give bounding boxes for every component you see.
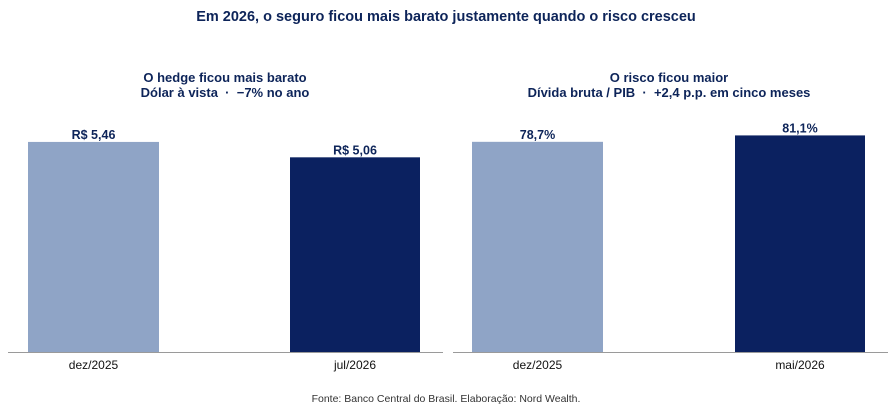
panel-hedge-value-label-1: R$ 5,46 <box>72 128 116 142</box>
panel-risco-value-label-1: 78,7% <box>520 128 555 142</box>
panel-risco-bar-1 <box>472 141 603 352</box>
panel-hedge-bar-1 <box>28 141 159 352</box>
panel-risco-bar-2 <box>735 135 865 352</box>
panel-risco-tick-label-1: dez/2025 <box>513 358 563 372</box>
panel-hedge-subtitle: Dólar à vista · −7% no ano <box>141 85 310 100</box>
main-title: Em 2026, o seguro ficou mais barato just… <box>196 9 696 25</box>
panel-hedge-value-label-2: R$ 5,06 <box>333 143 377 157</box>
panel-risco-value-label-2: 81,1% <box>782 121 817 135</box>
panel-hedge-title: O hedge ficou mais barato <box>143 70 306 85</box>
panel-risco-title: O risco ficou maior <box>610 70 728 85</box>
panel-hedge-tick-label-2: jul/2026 <box>333 358 376 372</box>
panel-hedge-bar-2 <box>290 157 420 352</box>
panel-hedge-ticks: dez/2025 jul/2026 <box>69 358 377 372</box>
panel-risco-subtitle: Dívida bruta / PIB · +2,4 p.p. em cinco … <box>528 85 811 100</box>
panel-risco-bars: 78,7% 81,1% <box>472 121 865 352</box>
panel-risco-ticks: dez/2025 mai/2026 <box>513 358 825 372</box>
panel-hedge-bars: R$ 5,46 R$ 5,06 <box>28 128 420 352</box>
panel-hedge-tick-label-1: dez/2025 <box>69 358 119 372</box>
panel-hedge: O hedge ficou mais barato Dólar à vista … <box>8 70 443 372</box>
panel-risco: O risco ficou maior Dívida bruta / PIB ·… <box>453 70 888 372</box>
panel-risco-tick-label-2: mai/2026 <box>775 358 825 372</box>
source-note: Fonte: Banco Central do Brasil. Elaboraç… <box>312 393 581 405</box>
